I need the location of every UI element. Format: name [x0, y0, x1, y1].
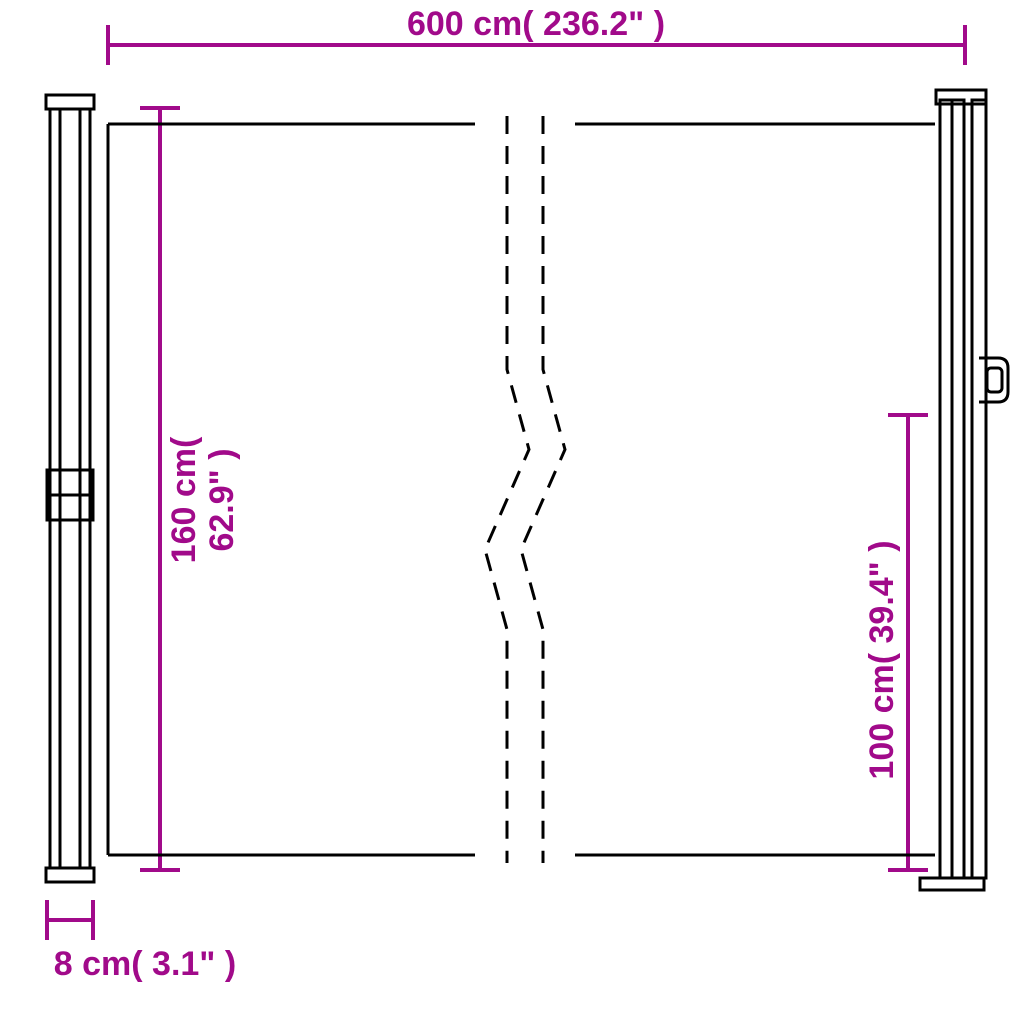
base-plate: [920, 878, 984, 890]
dimension-width-label: 600 cm( 236.2" ): [407, 5, 665, 43]
break-line-left: [485, 116, 529, 863]
break-line-right: [521, 116, 565, 863]
dimension-handle-height-label: 100 cm( 39.4" ): [863, 540, 901, 779]
pull-handle-icon: [979, 358, 1008, 402]
dimension-depth-label: 8 cm( 3.1" ): [54, 945, 236, 983]
dimension-height-label: 160 cm(: [165, 436, 203, 563]
dimension-height-label-2: 62.9" ): [203, 448, 241, 551]
cassette-body: [50, 109, 90, 868]
